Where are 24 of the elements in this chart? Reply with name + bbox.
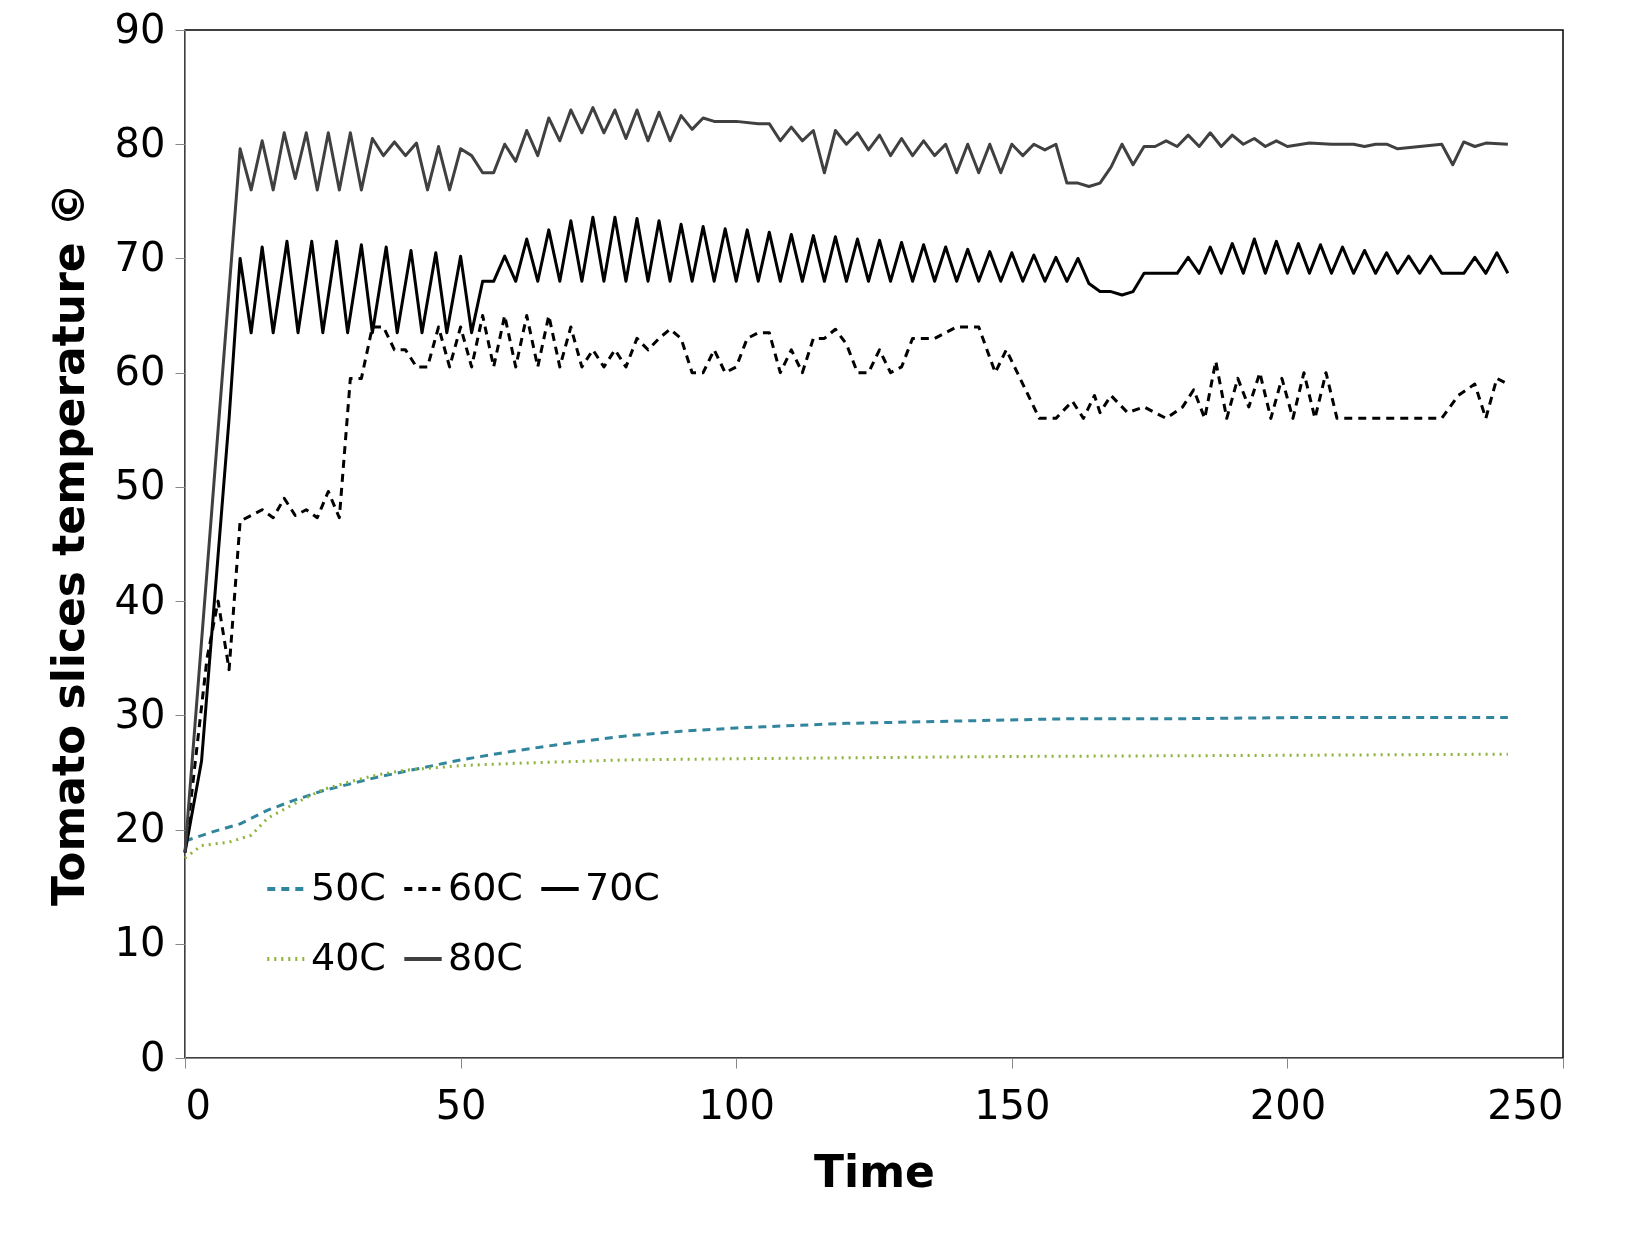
line-series bbox=[183, 752, 1510, 860]
x-tick-label: 0 bbox=[185, 1081, 211, 1128]
legend-label: 60C bbox=[448, 865, 523, 909]
y-tick-label: 30 bbox=[114, 690, 166, 737]
y-axis-title: Tomato slices temperature © bbox=[42, 183, 94, 906]
y-tick-label: 10 bbox=[114, 919, 166, 966]
legend-label: 50C bbox=[311, 865, 386, 909]
legend-label: 40C bbox=[311, 935, 386, 979]
y-tick-label: 90 bbox=[114, 5, 166, 52]
y-tick-label: 50 bbox=[114, 462, 166, 509]
x-tick-label: 250 bbox=[1487, 1081, 1564, 1128]
x-tick-label: 50 bbox=[435, 1081, 487, 1128]
x-tick-label: 100 bbox=[698, 1081, 775, 1128]
y-tick-label: 70 bbox=[114, 233, 166, 280]
y-tick-label: 0 bbox=[140, 1033, 166, 1080]
x-tick-label: 200 bbox=[1249, 1081, 1327, 1128]
y-tick-label: 20 bbox=[114, 805, 166, 852]
legend-label: 70C bbox=[585, 865, 660, 909]
x-axis-title: Time bbox=[814, 1145, 935, 1197]
x-tick-label: 150 bbox=[974, 1081, 1051, 1128]
y-tick-label: 60 bbox=[114, 348, 166, 395]
y-tick-label: 80 bbox=[114, 119, 166, 166]
legend-label: 80C bbox=[448, 935, 523, 979]
y-tick-label: 40 bbox=[114, 576, 166, 623]
